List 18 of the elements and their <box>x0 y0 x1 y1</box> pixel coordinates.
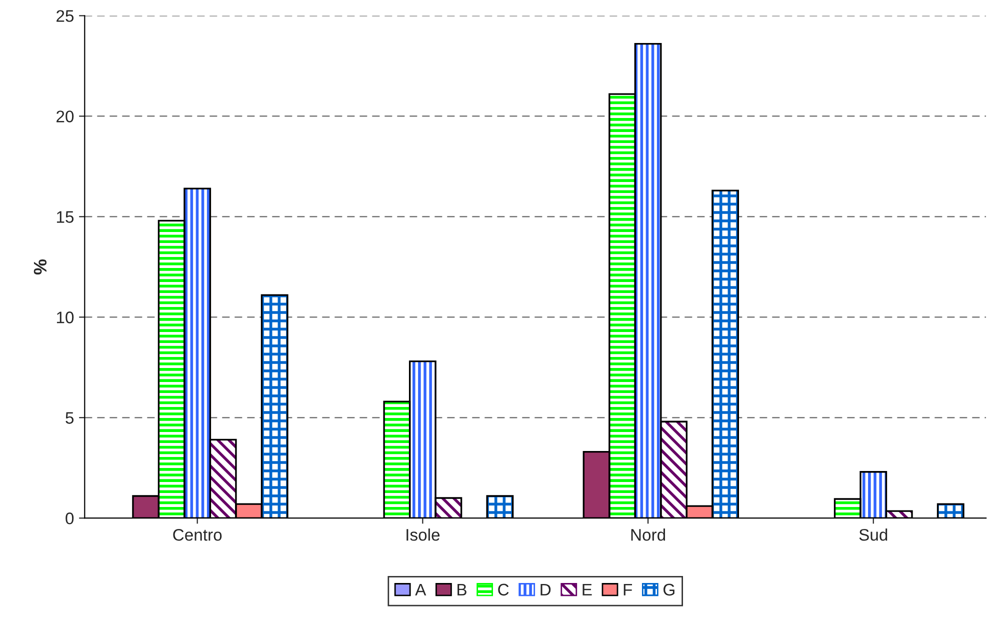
legend-label: B <box>458 584 466 596</box>
y-tick-label: 25 <box>56 10 74 22</box>
y-tick-label: 10 <box>56 312 74 324</box>
legend-label: A <box>415 584 426 596</box>
legend-label: G <box>664 584 674 596</box>
legend-label: E <box>582 584 592 596</box>
legend-label: D <box>540 584 551 596</box>
legend-label: C <box>498 584 509 596</box>
x-tick-label: Nord <box>631 528 666 541</box>
x-tick-label: Isole <box>406 528 440 541</box>
y-tick-label: 5 <box>66 412 74 424</box>
x-tick-label: Sud <box>859 528 888 541</box>
y-tick-label: 20 <box>56 110 74 122</box>
y-tick-label: 0 <box>66 512 74 524</box>
y-axis-title: % <box>34 259 47 274</box>
legend-label: F <box>624 584 632 596</box>
x-tick-label: Centro <box>173 528 222 541</box>
y-tick-label: 15 <box>56 211 74 223</box>
